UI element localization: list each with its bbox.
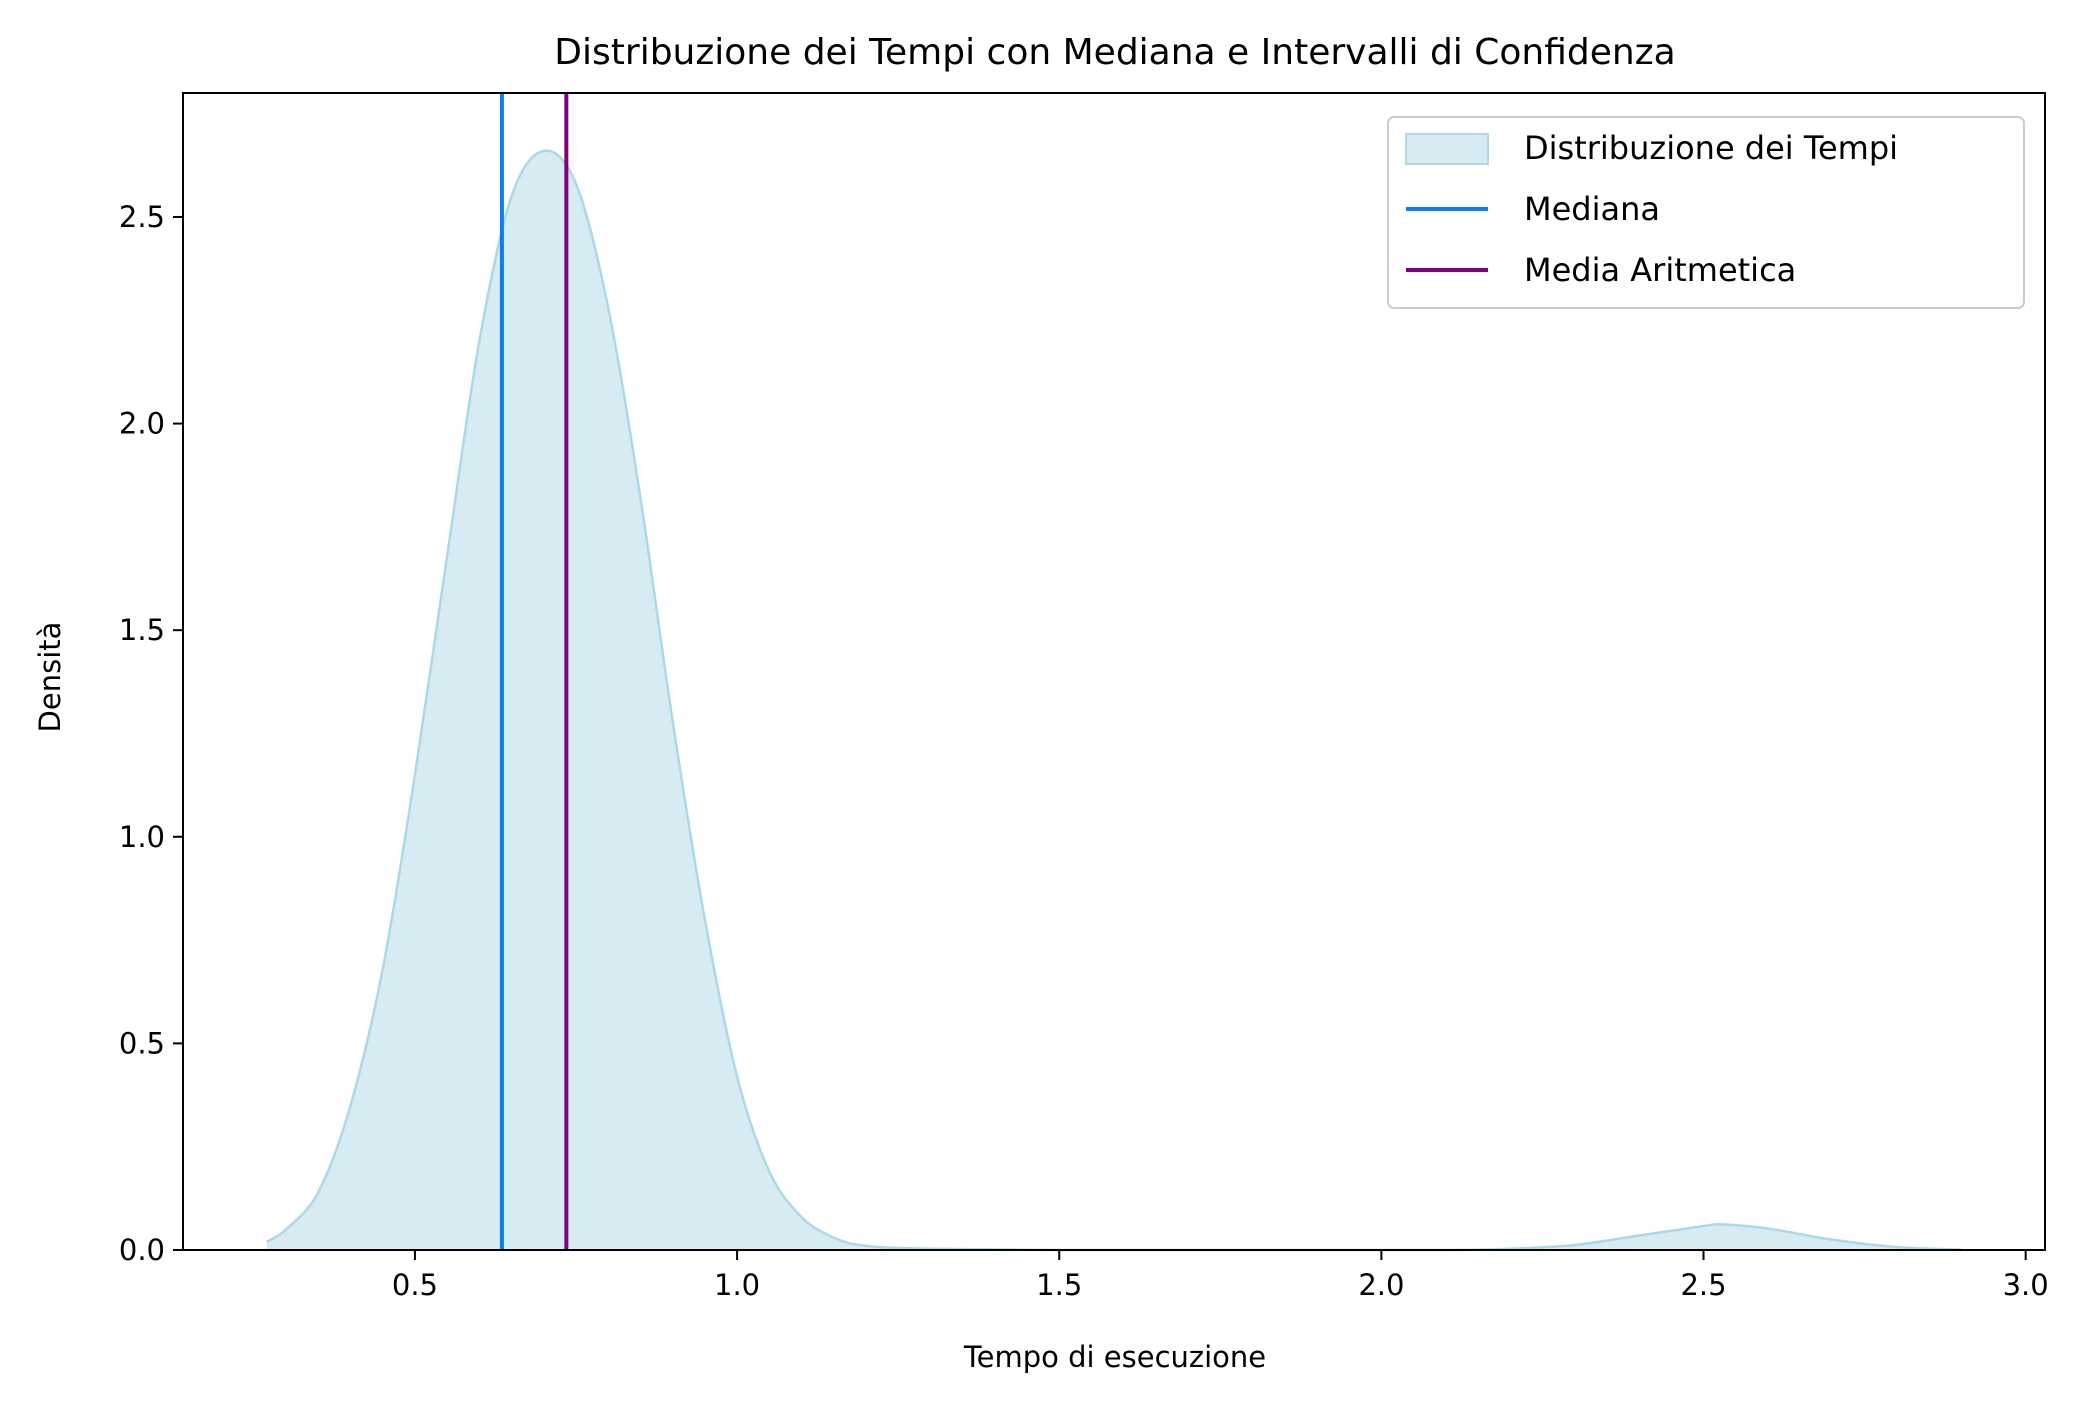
y-axis-ticks: 0.0 0.5 1.0 1.5 2.0 2.5 xyxy=(119,200,183,1267)
x-tick-label: 1.0 xyxy=(714,1268,760,1302)
legend-box xyxy=(1387,116,2025,309)
density-area xyxy=(266,150,1962,1251)
y-tick-label: 0.5 xyxy=(119,1026,165,1060)
x-tick-label: 1.5 xyxy=(1036,1268,1082,1302)
legend-label-density: Distribuzione dei Tempi xyxy=(1524,129,1898,167)
axes-frame xyxy=(182,92,2046,1251)
x-tick-label: 3.0 xyxy=(2003,1268,2049,1302)
chart-title: Distribuzione dei Tempi con Mediana e In… xyxy=(554,32,1675,73)
y-axis-label: Densità xyxy=(33,622,67,733)
x-tick-label: 2.5 xyxy=(1680,1268,1726,1302)
plot-area xyxy=(266,93,1962,1252)
legend-label-mean: Media Aritmetica xyxy=(1524,251,1796,289)
legend-label-median: Mediana xyxy=(1524,190,1660,228)
x-tick-label: 2.0 xyxy=(1358,1268,1404,1302)
y-tick-label: 2.5 xyxy=(119,200,165,234)
y-tick-label: 1.5 xyxy=(119,613,165,647)
legend-swatch-density xyxy=(1405,133,1489,165)
x-axis-label: Tempo di esecuzione xyxy=(963,1340,1266,1374)
y-tick-label: 1.0 xyxy=(119,820,165,854)
x-tick-label: 0.5 xyxy=(392,1268,438,1302)
legend: Distribuzione dei Tempi Mediana Media Ar… xyxy=(1387,116,2025,309)
y-tick-label: 2.0 xyxy=(119,407,165,441)
y-tick-label: 0.0 xyxy=(119,1233,165,1267)
x-axis-ticks: 0.5 1.0 1.5 2.0 2.5 3.0 xyxy=(392,1250,2049,1302)
density-line xyxy=(266,149,1962,1252)
